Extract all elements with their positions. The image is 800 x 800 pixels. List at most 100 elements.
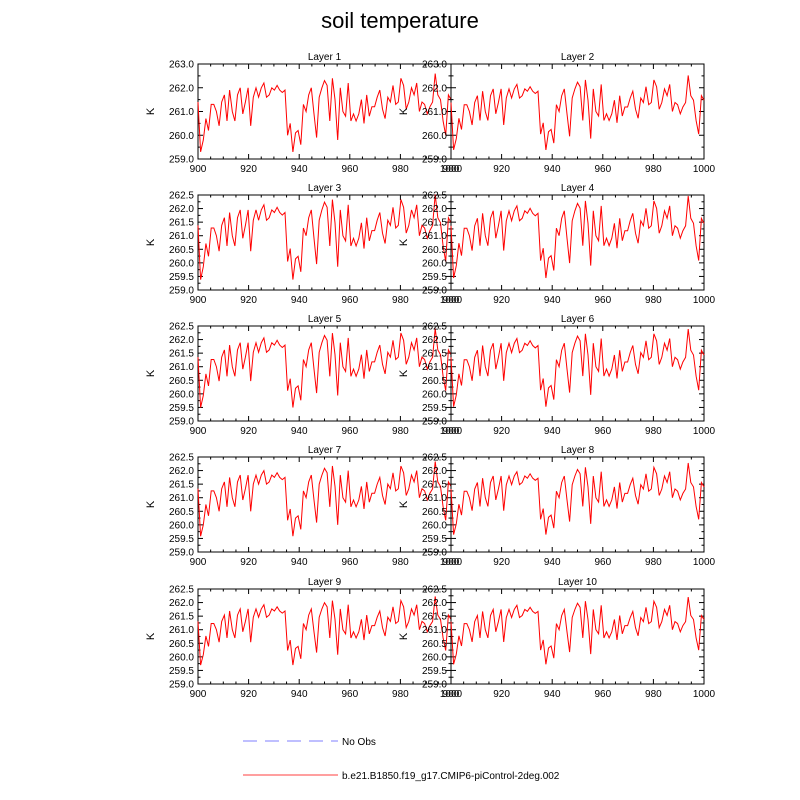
y-tick-label: 262.0 <box>422 598 447 609</box>
x-tick-label: 940 <box>291 164 308 175</box>
x-tick-label: 1000 <box>440 557 463 568</box>
x-tick-label: 920 <box>493 689 510 700</box>
x-tick-label: 980 <box>392 164 409 175</box>
x-tick-label: 900 <box>443 295 460 306</box>
y-tick-label: 259.0 <box>169 548 194 559</box>
y-tick-label: 259.0 <box>422 417 447 428</box>
x-tick-label: 940 <box>544 164 561 175</box>
x-tick-label: 1000 <box>440 164 463 175</box>
y-tick-label: 259.0 <box>169 155 194 166</box>
plot-frame <box>450 456 705 553</box>
y-tick-label: 261.0 <box>169 107 194 118</box>
y-tick-label: 261.0 <box>422 362 447 373</box>
y-tick-label: 263.0 <box>169 60 194 71</box>
y-tick-label: 260.0 <box>422 131 447 142</box>
x-tick-label: 980 <box>645 557 662 568</box>
x-tick-label: 960 <box>341 295 358 306</box>
series-line <box>197 328 452 408</box>
x-tick-label: 960 <box>594 295 611 306</box>
x-tick-label: 920 <box>493 164 510 175</box>
y-tick-label: 262.0 <box>422 335 447 346</box>
x-tick-label: 960 <box>594 689 611 700</box>
x-tick-label: 920 <box>493 295 510 306</box>
y-tick-label: 262.0 <box>169 335 194 346</box>
y-axis-label: K <box>145 500 157 508</box>
x-tick-label: 900 <box>190 557 207 568</box>
y-tick-label: 261.0 <box>422 107 447 118</box>
plot-frame <box>450 194 705 291</box>
y-tick-label: 259.0 <box>422 286 447 297</box>
x-tick-label: 960 <box>341 164 358 175</box>
legend-label: b.e21.B1850.f19_g17.CMIP6-piControl-2deg… <box>342 771 560 782</box>
y-tick-label: 261.5 <box>169 480 194 491</box>
x-tick-label: 900 <box>190 426 207 437</box>
y-tick-label: 262.5 <box>422 191 447 202</box>
x-tick-label: 920 <box>240 689 257 700</box>
x-tick-label: 1000 <box>440 426 463 437</box>
y-tick-label: 259.5 <box>422 403 447 414</box>
y-axis-label: K <box>398 107 410 115</box>
y-tick-label: 261.5 <box>422 349 447 360</box>
y-tick-label: 262.5 <box>422 453 447 464</box>
y-tick-label: 260.0 <box>169 131 194 142</box>
y-tick-label: 260.5 <box>169 376 194 387</box>
x-tick-label: 920 <box>240 426 257 437</box>
y-tick-label: 261.5 <box>169 218 194 229</box>
x-tick-label: 920 <box>493 557 510 568</box>
series-line <box>450 329 705 407</box>
y-axis-label: K <box>145 632 157 640</box>
x-tick-label: 1000 <box>693 295 716 306</box>
x-tick-label: 940 <box>291 557 308 568</box>
panel-title: Layer 1 <box>308 52 342 63</box>
legend: No Obs b.e21.B1850.f19_g17.CMIP6-piContro… <box>243 737 560 782</box>
x-tick-label: 940 <box>291 689 308 700</box>
y-tick-label: 260.5 <box>169 507 194 518</box>
y-axis-label: K <box>398 632 410 640</box>
x-tick-label: 980 <box>645 426 662 437</box>
x-tick-label: 980 <box>645 295 662 306</box>
x-tick-label: 900 <box>443 426 460 437</box>
y-tick-label: 262.0 <box>422 204 447 215</box>
series-line <box>197 461 452 537</box>
panel-title: Layer 2 <box>561 52 595 63</box>
legend-label: No Obs <box>342 737 376 748</box>
y-axis-label: K <box>145 238 157 246</box>
panel-title: Layer 10 <box>558 577 597 588</box>
y-tick-label: 260.0 <box>169 258 194 269</box>
panel-title: Layer 9 <box>308 577 342 588</box>
panel-title: Layer 3 <box>308 183 342 194</box>
series-line <box>450 195 705 279</box>
x-tick-label: 940 <box>544 295 561 306</box>
y-tick-label: 260.0 <box>422 652 447 663</box>
plot-frame <box>450 325 705 422</box>
x-tick-label: 940 <box>291 295 308 306</box>
x-tick-label: 960 <box>341 689 358 700</box>
y-tick-label: 261.5 <box>169 612 194 623</box>
y-tick-label: 259.0 <box>422 155 447 166</box>
x-tick-label: 1000 <box>440 689 463 700</box>
y-tick-label: 261.0 <box>169 362 194 373</box>
x-tick-label: 920 <box>240 557 257 568</box>
y-tick-label: 261.0 <box>422 231 447 242</box>
series-line <box>197 73 452 153</box>
y-tick-label: 262.5 <box>169 191 194 202</box>
x-tick-label: 900 <box>190 689 207 700</box>
panel-title: Layer 7 <box>308 445 342 456</box>
x-tick-label: 900 <box>443 164 460 175</box>
series-line <box>197 596 452 666</box>
y-axis-label: K <box>145 369 157 377</box>
x-tick-label: 940 <box>544 557 561 568</box>
y-tick-label: 262.5 <box>422 322 447 333</box>
x-tick-label: 920 <box>240 164 257 175</box>
y-tick-label: 262.0 <box>169 598 194 609</box>
y-tick-label: 260.0 <box>422 520 447 531</box>
y-tick-label: 259.5 <box>169 666 194 677</box>
y-tick-label: 262.5 <box>169 585 194 596</box>
